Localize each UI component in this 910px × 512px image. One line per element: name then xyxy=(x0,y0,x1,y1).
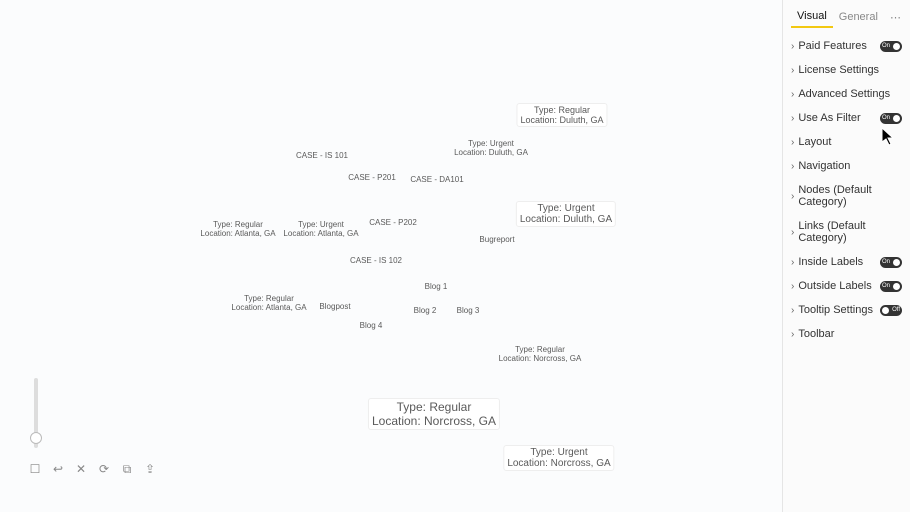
node-label: Blog 1 xyxy=(425,282,448,291)
node-label: CASE - IS 101 xyxy=(296,151,348,160)
panel-sections: ›Paid FeaturesOn›License Settings›Advanc… xyxy=(783,28,910,352)
section-label: Links (Default Category) xyxy=(798,220,902,244)
chevron-right-icon: › xyxy=(791,137,794,148)
node-label: Type: UrgentLocation: Duluth, GA xyxy=(454,139,528,157)
section-label: Tooltip Settings xyxy=(798,304,880,316)
panel-section[interactable]: › Paid FeaturesOn xyxy=(787,34,906,58)
select-icon[interactable]: ☐ xyxy=(28,462,42,476)
node-label: Blogpost xyxy=(319,302,350,311)
section-label: Inside Labels xyxy=(798,256,880,268)
chevron-right-icon: › xyxy=(791,329,794,340)
zoom-slider[interactable] xyxy=(34,378,38,448)
panel-section[interactable]: › Toolbar xyxy=(787,322,906,346)
toggle-switch[interactable]: Off xyxy=(880,305,902,316)
node-label: CASE - P201 xyxy=(348,173,396,182)
section-label: Layout xyxy=(798,136,902,148)
toggle-switch[interactable]: On xyxy=(880,257,902,268)
node-label: Type: RegularLocation: Atlanta, GA xyxy=(231,294,306,312)
tab-general[interactable]: General xyxy=(833,7,884,27)
format-panel: Visual General ⋯ ›Paid FeaturesOn›Licens… xyxy=(782,0,910,512)
zoom-slider-thumb[interactable] xyxy=(30,432,42,444)
graph-canvas[interactable]: 86241120001225004100000036196134 Type: R… xyxy=(0,0,782,512)
chevron-right-icon: › xyxy=(791,305,794,316)
chevron-right-icon: › xyxy=(791,41,794,52)
node-label: CASE - DA101 xyxy=(410,175,463,184)
chevron-right-icon: › xyxy=(791,227,794,238)
chevron-right-icon: › xyxy=(791,191,794,202)
section-label: Paid Features xyxy=(798,40,880,52)
toggle-switch[interactable]: On xyxy=(880,113,902,124)
panel-tabs: Visual General ⋯ xyxy=(783,0,910,28)
section-label: Toolbar xyxy=(798,328,902,340)
section-label: Advanced Settings xyxy=(798,88,902,100)
panel-section[interactable]: › Nodes (Default Category) xyxy=(787,178,906,214)
chevron-right-icon: › xyxy=(791,113,794,124)
share-icon[interactable]: ⇪ xyxy=(143,462,157,476)
chevron-right-icon: › xyxy=(791,161,794,172)
node-label: Type: UrgentLocation: Duluth, GA xyxy=(516,201,616,227)
node-label: Type: RegularLocation: Norcross, GA xyxy=(368,398,500,430)
panel-section[interactable]: › Navigation xyxy=(787,154,906,178)
refresh-icon[interactable]: ⟳ xyxy=(97,462,111,476)
panel-section[interactable]: › License Settings xyxy=(787,58,906,82)
section-label: License Settings xyxy=(798,64,902,76)
node-label: CASE - P202 xyxy=(369,218,417,227)
node-label: Bugreport xyxy=(479,235,514,244)
panel-section[interactable]: › Links (Default Category) xyxy=(787,214,906,250)
section-label: Navigation xyxy=(798,160,902,172)
tab-more-icon[interactable]: ⋯ xyxy=(890,11,902,24)
chevron-right-icon: › xyxy=(791,281,794,292)
node-label: Type: UrgentLocation: Atlanta, GA xyxy=(283,220,358,238)
chevron-right-icon: › xyxy=(791,257,794,268)
panel-section[interactable]: › Use As FilterOn xyxy=(787,106,906,130)
panel-section[interactable]: › Inside LabelsOn xyxy=(787,250,906,274)
copy-icon[interactable]: ⧉ xyxy=(120,462,134,476)
panel-section[interactable]: › Tooltip SettingsOff xyxy=(787,298,906,322)
toggle-switch[interactable]: On xyxy=(880,281,902,292)
section-label: Nodes (Default Category) xyxy=(798,184,902,208)
back-icon[interactable]: ↩ xyxy=(51,462,65,476)
panel-section[interactable]: › Advanced Settings xyxy=(787,82,906,106)
chevron-right-icon: › xyxy=(791,65,794,76)
bottom-toolbar: ☐ ↩ ✕ ⟳ ⧉ ⇪ xyxy=(28,462,157,476)
node-label: Type: UrgentLocation: Norcross, GA xyxy=(503,445,614,471)
panel-section[interactable]: › Layout xyxy=(787,130,906,154)
section-label: Outside Labels xyxy=(798,280,880,292)
tab-visual[interactable]: Visual xyxy=(791,6,833,28)
section-label: Use As Filter xyxy=(798,112,880,124)
chevron-right-icon: › xyxy=(791,89,794,100)
node-label: Type: RegularLocation: Norcross, GA xyxy=(499,345,582,363)
network-graph: 86241120001225004100000036196134 xyxy=(0,0,300,150)
node-label: Blog 2 xyxy=(414,306,437,315)
node-label: Type: RegularLocation: Atlanta, GA xyxy=(200,220,275,238)
node-label: Blog 3 xyxy=(457,306,480,315)
node-label: CASE - IS 102 xyxy=(350,256,402,265)
node-label: Type: RegularLocation: Duluth, GA xyxy=(516,103,607,127)
close-icon[interactable]: ✕ xyxy=(74,462,88,476)
panel-section[interactable]: › Outside LabelsOn xyxy=(787,274,906,298)
node-label: Blog 4 xyxy=(360,321,383,330)
toggle-switch[interactable]: On xyxy=(880,41,902,52)
